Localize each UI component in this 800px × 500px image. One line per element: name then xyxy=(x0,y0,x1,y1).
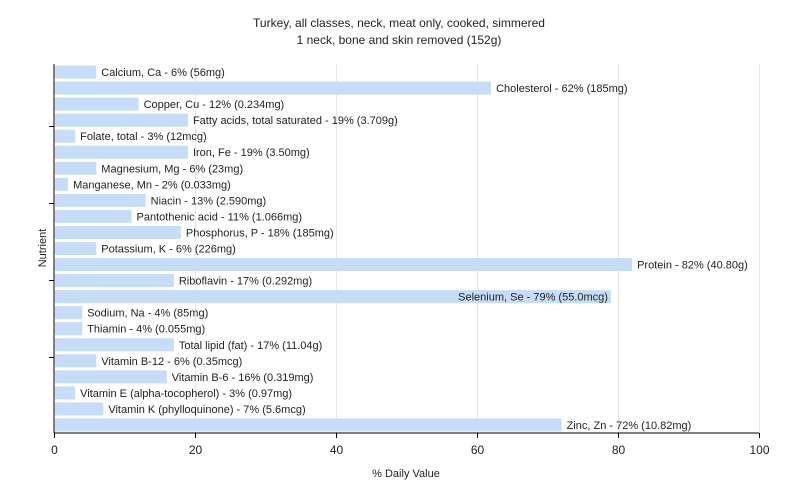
bar-label: Cholesterol - 62% (185mg) xyxy=(496,83,627,95)
axes xyxy=(49,64,759,434)
bars: Calcium, Ca - 6% (56mg) Cholesterol - 62%… xyxy=(55,65,748,432)
bar-label: Total lipid (fat) - 17% (11.04g) xyxy=(179,340,322,352)
bar-label: Zinc, Zn - 72% (10.82mg) xyxy=(567,420,692,432)
bar-label: Copper, Cu - 12% (0.234mg) xyxy=(144,99,285,111)
chart-subtitle: 1 neck, bone and skin removed (152g) xyxy=(297,33,502,47)
bar-label: Vitamin B-12 - 6% (0.35mcg) xyxy=(101,356,242,368)
bar xyxy=(55,129,76,143)
bar-label: Vitamin B-6 - 16% (0.319mg) xyxy=(172,372,314,384)
bar xyxy=(55,161,97,175)
bar-label: Niacin - 13% (2.590mg) xyxy=(151,195,267,207)
bar-label: Phosphorus, P - 18% (185mg) xyxy=(186,227,334,239)
x-tick-label: 20 xyxy=(189,443,203,457)
bar xyxy=(55,193,146,207)
bar xyxy=(55,402,104,416)
bar xyxy=(55,354,97,368)
bar xyxy=(55,113,188,127)
bar-label: Selenium, Se - 79% (55.0mcg) xyxy=(458,292,608,304)
chart-title: Turkey, all classes, neck, meat only, co… xyxy=(253,16,545,30)
bar xyxy=(55,65,97,79)
bar-label: Folate, total - 3% (12mcg) xyxy=(80,131,207,143)
bar-label: Fatty acids, total saturated - 19% (3.70… xyxy=(193,115,398,127)
bar xyxy=(55,241,97,256)
bar-label: Riboflavin - 17% (0.292mg) xyxy=(179,276,312,288)
bar xyxy=(55,386,76,400)
gridlines xyxy=(195,64,760,433)
bar-label: Vitamin E (alpha-tocopherol) - 3% (0.97m… xyxy=(80,388,292,400)
x-ticks: 0 20 40 60 80 100 xyxy=(51,433,770,457)
bar-label: Potassium, K - 6% (226mg) xyxy=(101,244,236,256)
bar xyxy=(55,338,174,352)
x-axis-title: % Daily Value xyxy=(372,468,440,480)
bar xyxy=(55,81,492,95)
bar-label: Iron, Fe - 19% (3.50mg) xyxy=(193,147,310,159)
bar-label: Magnesium, Mg - 6% (23mg) xyxy=(101,163,243,175)
bar xyxy=(55,209,132,223)
bar-label: Manganese, Mn - 2% (0.033mg) xyxy=(73,179,231,191)
bar xyxy=(55,370,167,384)
bar-label: Calcium, Ca - 6% (56mg) xyxy=(101,67,224,79)
bar-label: Thiamin - 4% (0.055mg) xyxy=(87,324,205,336)
bar-label: Protein - 82% (40.80g) xyxy=(637,260,748,272)
bar xyxy=(55,306,83,320)
bar xyxy=(55,225,181,239)
bar xyxy=(55,97,139,111)
x-tick-label: 100 xyxy=(749,443,769,457)
bar-label: Sodium, Na - 4% (85mg) xyxy=(87,308,208,320)
bar xyxy=(55,274,174,288)
x-tick-label: 80 xyxy=(612,443,626,457)
bar xyxy=(55,177,69,191)
x-tick-label: 0 xyxy=(51,443,58,457)
bar xyxy=(55,258,633,272)
bar xyxy=(55,145,188,159)
x-tick-label: 60 xyxy=(471,443,485,457)
bar xyxy=(55,322,83,336)
x-tick-label: 40 xyxy=(330,443,344,457)
bar xyxy=(55,418,562,432)
y-axis-title: Nutrient xyxy=(37,229,49,268)
bar xyxy=(55,290,611,304)
bar-label: Vitamin K (phylloquinone) - 7% (5.6mcg) xyxy=(108,404,305,416)
bar-label: Pantothenic acid - 11% (1.066mg) xyxy=(137,211,302,223)
